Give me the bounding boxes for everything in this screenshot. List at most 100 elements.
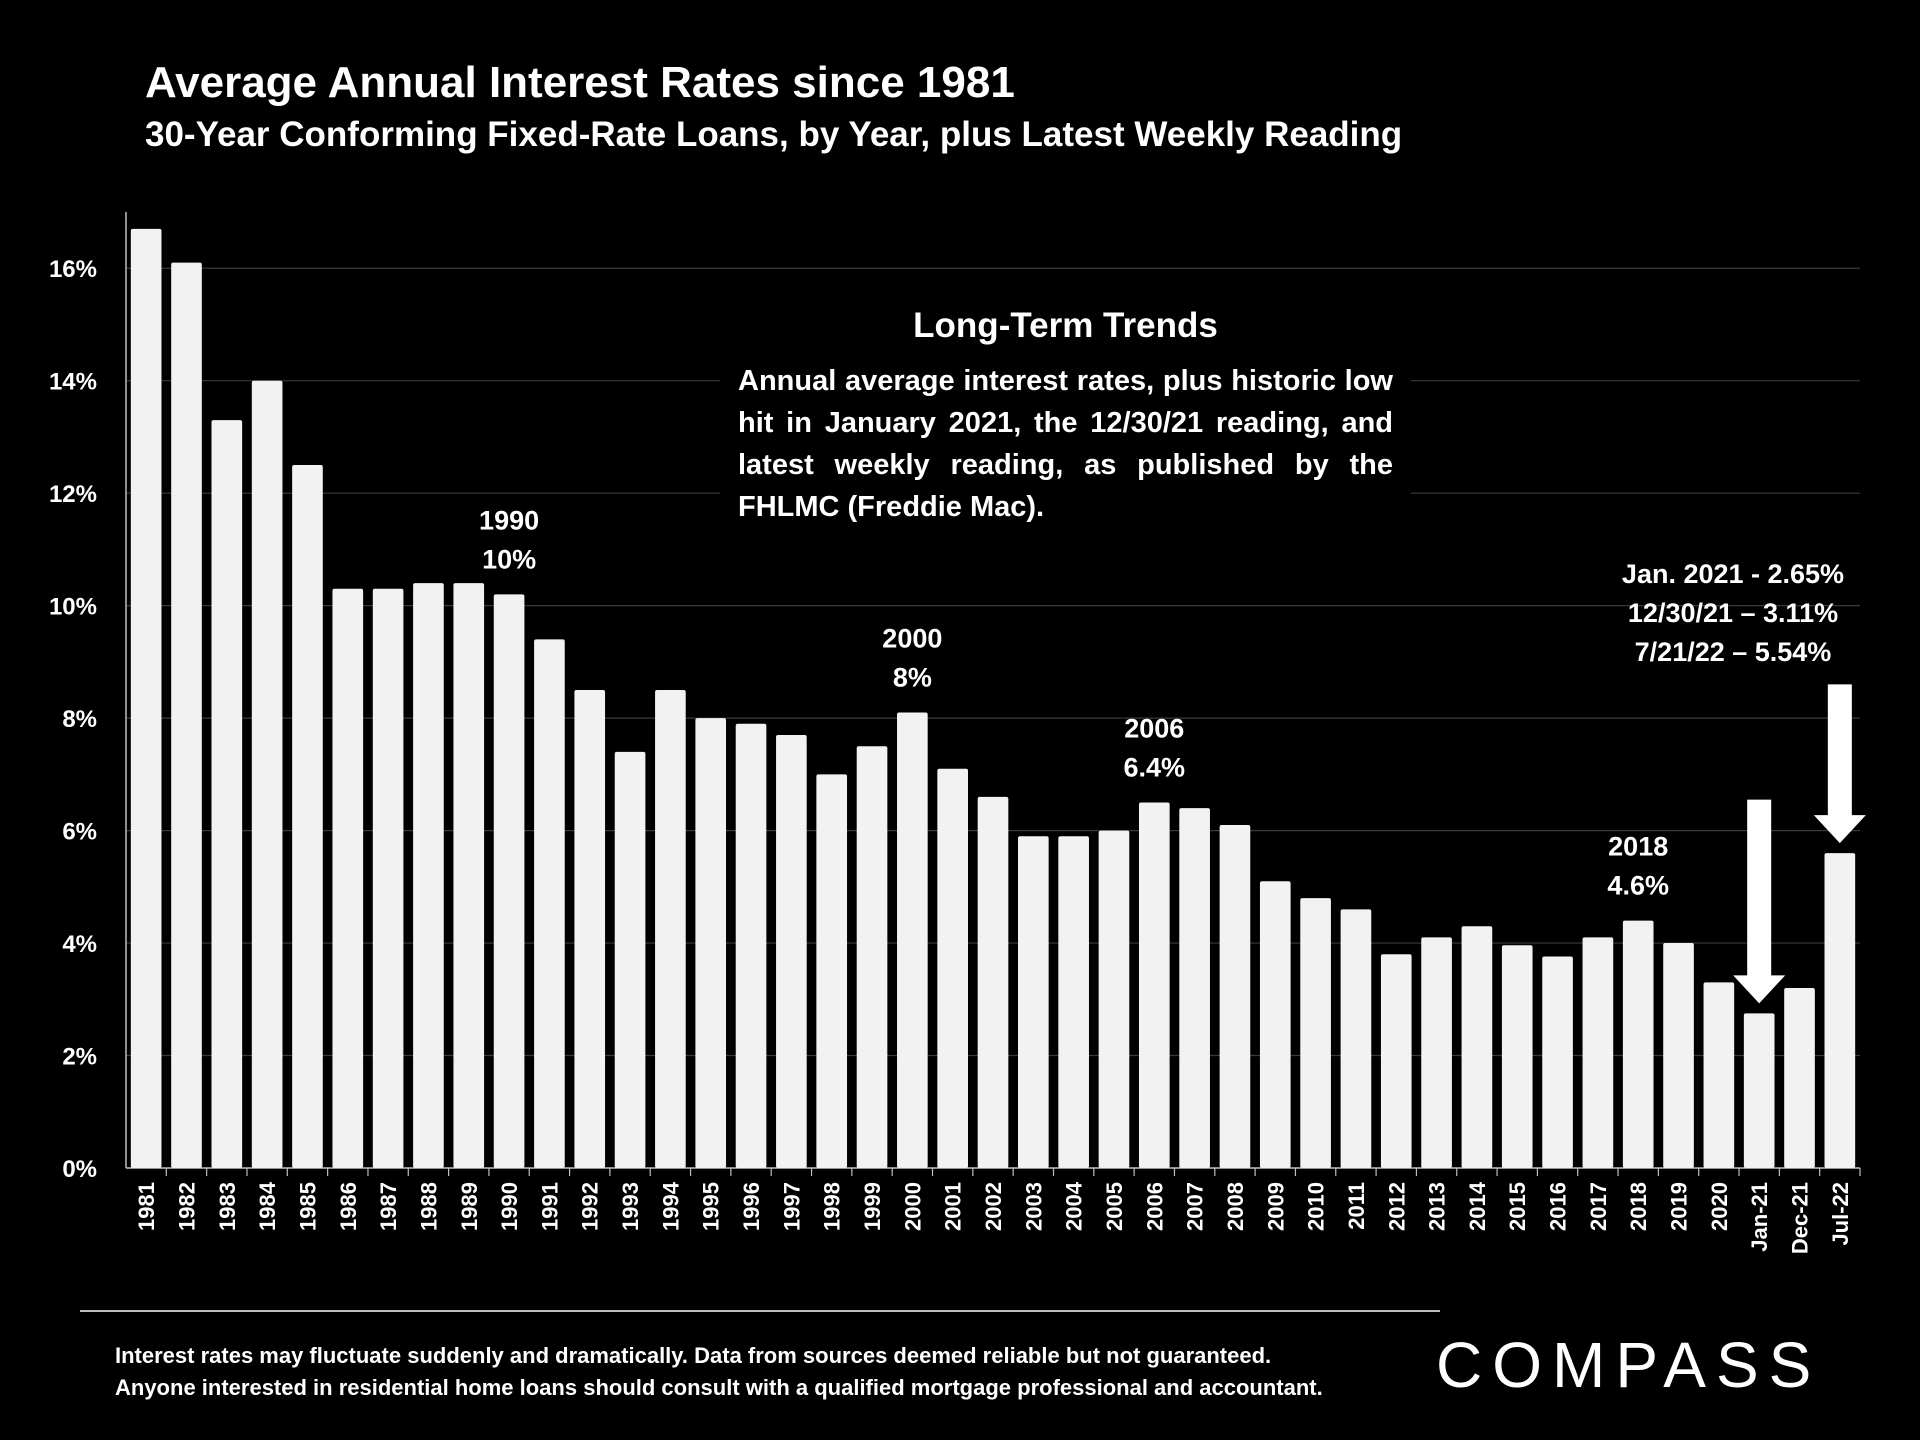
bar-jul-22 xyxy=(1824,853,1856,1168)
annotation-label: 12/30/21 – 3.11% xyxy=(1628,598,1838,628)
bar-2001 xyxy=(937,768,968,1168)
y-tick-label: 0% xyxy=(62,1156,97,1183)
x-tick-label: 2019 xyxy=(1667,1182,1692,1231)
x-tick-label: 1988 xyxy=(416,1182,441,1231)
bar-1986 xyxy=(332,588,364,1168)
x-tick-label: 1986 xyxy=(336,1182,361,1231)
chart-title: Average Annual Interest Rates since 1981 xyxy=(145,58,1015,107)
bar-1991 xyxy=(534,639,565,1168)
bar-1982 xyxy=(171,262,202,1168)
bar-1988 xyxy=(413,583,444,1168)
bar-1989 xyxy=(453,583,485,1168)
annotation-label: 7/21/22 – 5.54% xyxy=(1635,637,1832,667)
y-tick-label: 6% xyxy=(62,819,97,846)
bar-2010 xyxy=(1300,898,1331,1168)
x-tick-label: 1997 xyxy=(779,1182,804,1231)
x-tick-label: 2009 xyxy=(1263,1182,1288,1231)
x-tick-label: 2008 xyxy=(1223,1182,1248,1231)
x-tick-label: 2016 xyxy=(1546,1182,1571,1231)
x-tick-label: 2003 xyxy=(1021,1182,1046,1231)
x-tick-label: 2015 xyxy=(1505,1182,1530,1231)
bar-2015 xyxy=(1501,945,1533,1168)
bar-2018 xyxy=(1622,920,1654,1168)
x-tick-label: 1992 xyxy=(578,1182,603,1231)
x-tick-label: 1996 xyxy=(739,1182,764,1231)
bar-1990 xyxy=(493,594,525,1168)
bar-2009 xyxy=(1259,881,1291,1168)
y-tick-label: 2% xyxy=(62,1044,97,1071)
bar-2020 xyxy=(1703,982,1735,1168)
bar-2002 xyxy=(977,796,1009,1168)
x-tick-label: 1994 xyxy=(658,1181,683,1231)
bar-2011 xyxy=(1340,909,1372,1168)
annotation-label: Jan. 2021 - 2.65% xyxy=(1622,559,1844,589)
x-tick-label: 1991 xyxy=(537,1182,562,1231)
y-tick-label: 14% xyxy=(49,369,97,396)
long-term-trends-box: Long-Term Trends Annual average interest… xyxy=(720,298,1411,540)
x-tick-label: 2002 xyxy=(981,1182,1006,1231)
annotation-label: 6.4% xyxy=(1124,752,1186,782)
bar-2013 xyxy=(1421,937,1452,1168)
bar-2016 xyxy=(1542,956,1573,1168)
compass-logo: COMPASS xyxy=(1436,1329,1822,1401)
y-tick-label: 16% xyxy=(49,256,97,283)
arrow-jul-22 xyxy=(1813,684,1866,844)
x-tick-label: 2013 xyxy=(1425,1182,1450,1231)
bar-1995 xyxy=(695,718,727,1168)
x-tick-label: 2000 xyxy=(900,1182,925,1231)
bar-2017 xyxy=(1582,937,1614,1168)
x-tick-label: 2005 xyxy=(1102,1182,1127,1231)
x-tick-label: 1987 xyxy=(376,1182,401,1231)
x-tick-label: Dec-21 xyxy=(1788,1182,1813,1254)
annotation-label: 2018 xyxy=(1608,832,1668,862)
annotation-label: 2000 xyxy=(882,623,942,653)
bar-2007 xyxy=(1179,808,1210,1168)
annotation-label: 2006 xyxy=(1124,713,1184,743)
x-tick-label: 1993 xyxy=(618,1182,643,1231)
x-tick-label: 2007 xyxy=(1183,1182,1208,1231)
bar-1985 xyxy=(292,465,323,1168)
x-tick-label: 1984 xyxy=(255,1181,280,1231)
annotation-label: 8% xyxy=(893,662,932,692)
x-tick-label: 1983 xyxy=(215,1182,240,1231)
bar-dec-21 xyxy=(1784,988,1815,1168)
y-tick-label: 10% xyxy=(49,594,97,621)
bar-chart: 0% 2% 4% 6% 8% 10% 12% 14% 16% 1981 1982 1983 1984 19… xyxy=(49,212,1866,1254)
annotation-label: 4.6% xyxy=(1607,871,1669,901)
bar-1984 xyxy=(251,380,283,1168)
arrow-jan-21 xyxy=(1733,799,1786,1004)
bar-1981 xyxy=(130,228,162,1168)
footer-divider xyxy=(80,1310,1440,1312)
y-tick-label: 12% xyxy=(49,481,97,508)
x-tick-label: 1999 xyxy=(860,1182,885,1231)
x-tick-label: 2014 xyxy=(1465,1181,1490,1231)
trends-body: Annual average interest rates, plus hist… xyxy=(738,365,1393,523)
x-tick-label: 1990 xyxy=(497,1182,522,1231)
x-tick-label: 1985 xyxy=(295,1182,320,1231)
trends-heading: Long-Term Trends xyxy=(913,306,1218,345)
disclaimer-line-1: Interest rates may fluctuate suddenly an… xyxy=(115,1343,1272,1368)
y-tick-label: 4% xyxy=(62,931,97,958)
x-tick-label: 2001 xyxy=(941,1182,966,1231)
bar-2019 xyxy=(1663,943,1694,1168)
bar-1993 xyxy=(614,751,646,1168)
x-tick-label: 1982 xyxy=(174,1182,199,1231)
disclaimer-line-2: Anyone interested in residential home lo… xyxy=(115,1375,1323,1400)
x-tick-label: 2010 xyxy=(1304,1182,1329,1231)
x-tick-label: Jan-21 xyxy=(1747,1182,1772,1252)
x-tick-label: 1981 xyxy=(134,1182,159,1231)
x-tick-label: 1998 xyxy=(820,1182,845,1231)
x-tick-label: 2004 xyxy=(1062,1181,1087,1231)
bar-2014 xyxy=(1461,926,1493,1168)
bar-1998 xyxy=(816,774,848,1168)
bar-1983 xyxy=(211,420,243,1169)
x-tick-label: 2011 xyxy=(1344,1182,1369,1230)
bar-1987 xyxy=(372,588,404,1168)
annotation-label: 1990 xyxy=(479,505,539,535)
x-tick-label: 2020 xyxy=(1707,1182,1732,1231)
bar-1996 xyxy=(735,723,767,1168)
bar-1994 xyxy=(655,690,686,1168)
bar-2003 xyxy=(1018,836,1049,1168)
bar-2005 xyxy=(1098,830,1130,1168)
bar-1992 xyxy=(574,690,606,1168)
